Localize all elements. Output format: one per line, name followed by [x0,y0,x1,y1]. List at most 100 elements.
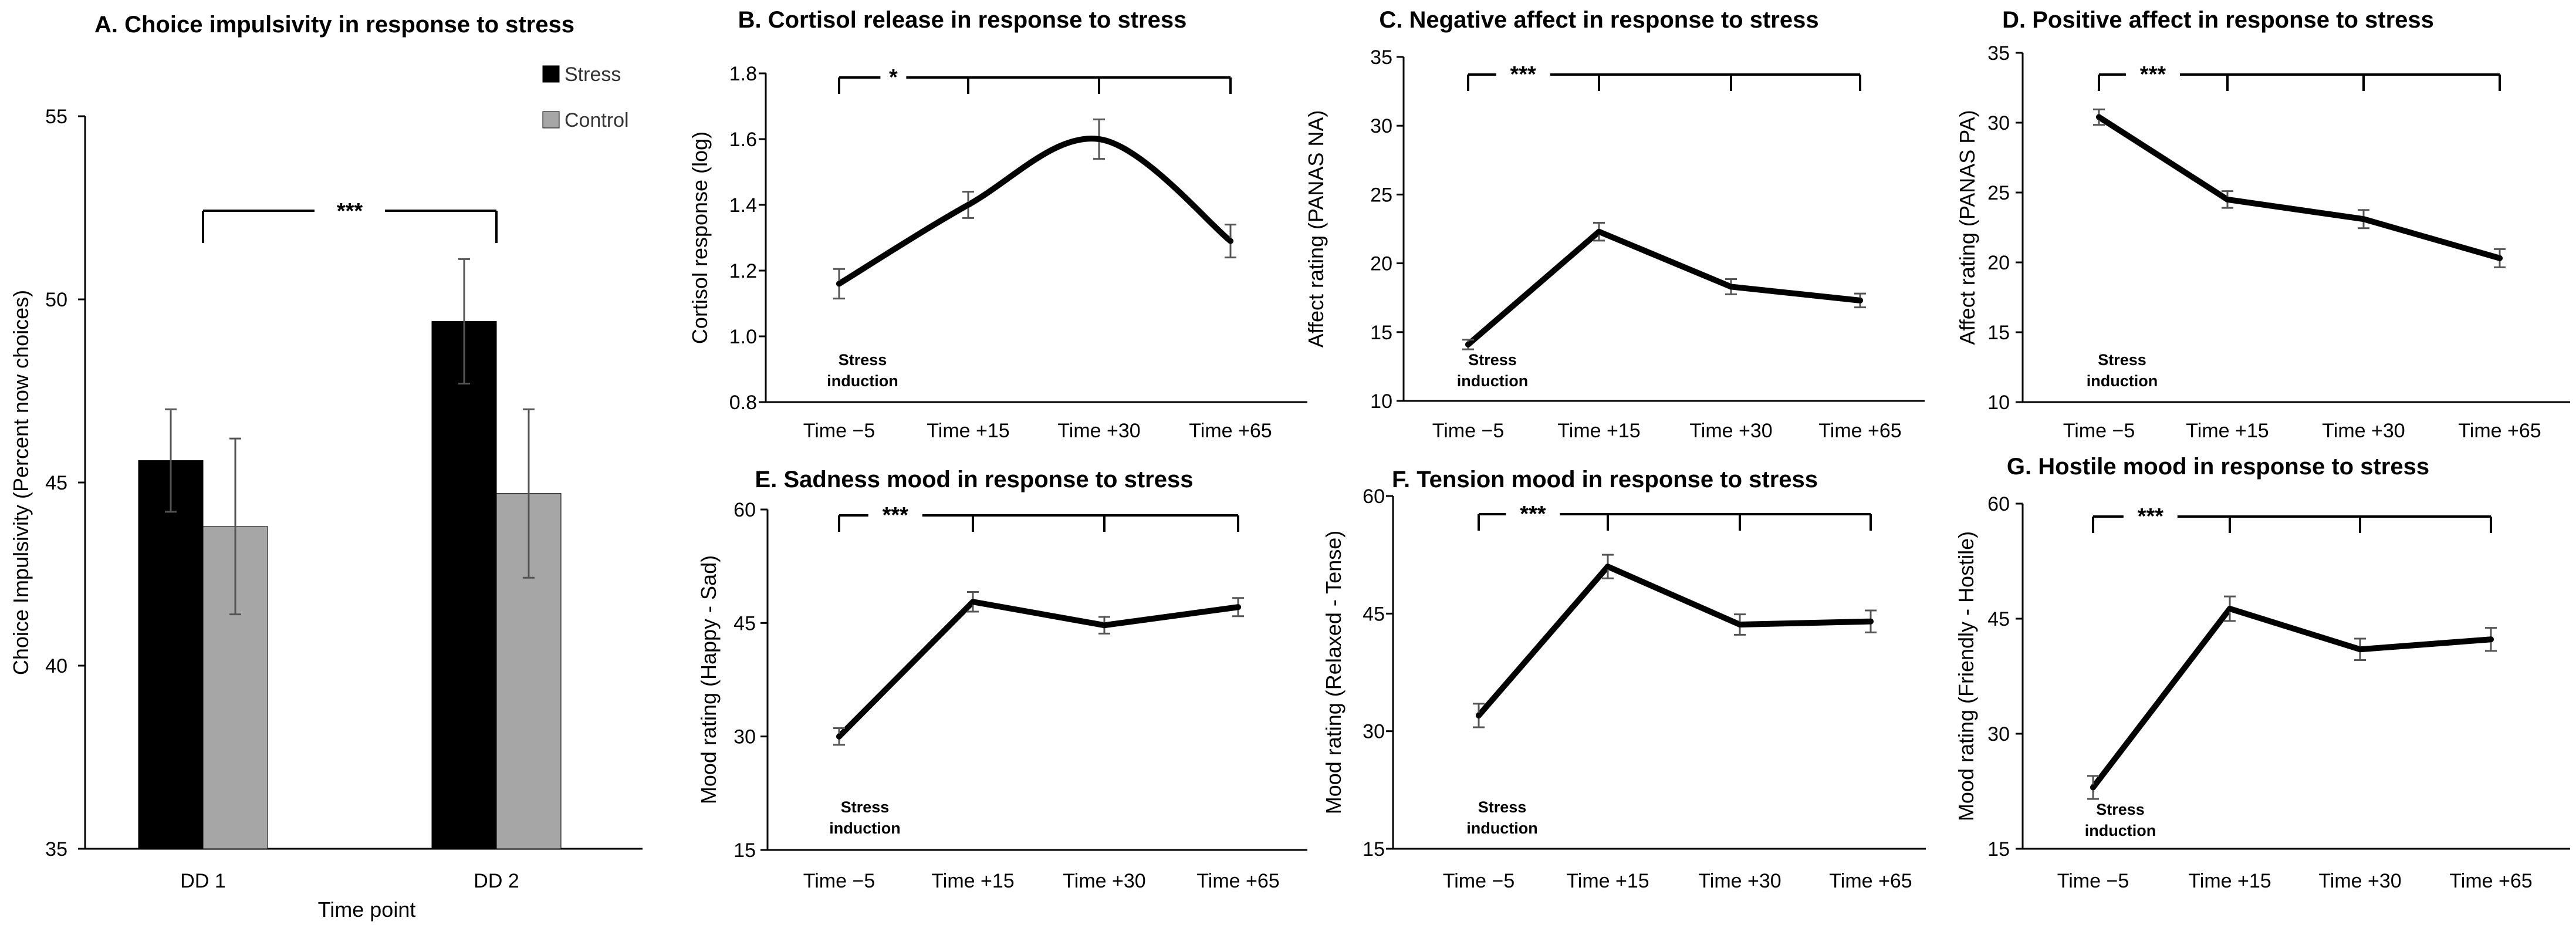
annotation-induction: induction [2087,372,2158,390]
x-tick-label: Time +65 [1818,420,1901,442]
legend-label-control: Control [564,109,629,131]
y-tick-label: 0.8 [729,392,757,414]
annotation-stress: Stress [2096,801,2145,818]
y-tick-label: 1.8 [729,63,757,85]
x-tick-label: Time +30 [1698,870,1781,892]
data-point-4 [1228,238,1233,244]
chart-title: F. Tension mood in response to stress [1392,467,1818,492]
annotation-stress: Stress [841,798,890,816]
x-tick-label: Time −5 [1432,420,1505,442]
x-tick-label: Time +30 [1063,870,1145,892]
y-tick-label: 35 [1370,46,1392,69]
x-tick-label: Time +65 [1196,870,1279,892]
annotation-induction: induction [827,372,898,390]
x-tick-label: Time −5 [803,420,875,442]
x-tick-label: DD 1 [180,870,225,892]
data-point-2 [970,599,976,605]
data-point-4 [2488,636,2494,643]
data-point-4 [1857,297,1863,303]
series-line [836,599,1241,740]
y-tick-label: 30 [1987,723,2010,745]
y-tick-label: 1.2 [729,260,757,282]
chart-title: B. Cortisol release in response to stres… [738,7,1187,33]
chart-panel-a: A. Choice impulsivity in response to str… [9,12,643,922]
data-point-2 [2225,196,2230,203]
annotation-stress: Stress [1478,798,1527,816]
y-axis-label: Mood rating (Friendly - Hostile) [1954,531,1978,821]
data-point-2 [1605,564,1611,570]
data-point-1 [2096,114,2102,120]
chart-panel-b: B. Cortisol release in response to stres… [688,7,1307,442]
x-tick-label: Time +65 [1829,870,1912,892]
x-tick-label: Time +65 [2458,420,2541,442]
x-tick-label: Time +15 [1557,420,1640,442]
bar-stress-2 [431,320,497,849]
x-axis-label: Time point [318,897,416,922]
significance-label: *** [883,503,909,528]
annotation-stress: Stress [1468,351,1517,369]
data-point-2 [1596,228,1602,235]
y-axis-label: Affect rating (PANAS NA) [1304,110,1328,348]
chart-panels: A. Choice impulsivity in response to str… [9,7,2570,922]
y-tick-label: 35 [1987,42,2010,65]
data-point-1 [1465,341,1471,347]
data-point-3 [1101,622,1107,629]
bar-stress-1 [138,460,204,849]
data-point-1 [836,733,842,740]
x-tick-label: Time +15 [927,420,1009,442]
chart-title: E. Sadness mood in response to stress [755,467,1194,492]
y-tick-label: 45 [733,612,756,635]
data-point-1 [1476,712,1482,718]
y-tick-label: 30 [1987,112,2010,134]
data-point-4 [1235,604,1241,610]
annotation-stress: Stress [2098,351,2146,369]
significance-label: * [889,65,898,90]
chart-title: D. Positive affect in response to stress [2002,7,2434,33]
y-tick-label: 35 [45,838,67,861]
data-point-3 [2357,646,2363,653]
series-line [2090,606,2494,791]
y-tick-label: 1.0 [729,326,757,348]
annotation-induction: induction [1466,819,1537,837]
annotation-induction: induction [1457,372,1528,390]
x-tick-label: Time +65 [2449,870,2532,892]
y-axis-label: Affect rating (PANAS PA) [1955,110,1979,345]
x-tick-label: Time −5 [1443,870,1515,892]
y-tick-label: 15 [1363,838,1385,861]
annotation-stress: Stress [839,351,887,369]
x-tick-label: Time +65 [1189,420,1272,442]
y-tick-label: 20 [1370,253,1392,275]
y-tick-label: 50 [45,289,67,311]
x-tick-label: Time +15 [2188,870,2271,892]
y-tick-label: 30 [733,726,756,748]
y-tick-label: 1.6 [729,129,757,151]
data-point-2 [965,202,971,208]
series-line [1465,228,1863,347]
x-tick-label: Time +30 [2322,420,2405,442]
x-tick-label: Time +15 [931,870,1014,892]
significance-label: *** [1520,502,1546,527]
y-tick-label: 45 [1987,608,2010,630]
y-tick-label: 30 [1370,115,1392,137]
y-tick-label: 60 [1363,485,1385,508]
x-tick-label: Time −5 [2057,870,2129,892]
data-point-3 [2361,216,2367,222]
y-tick-label: 25 [1370,184,1392,206]
y-tick-label: 60 [1987,493,2010,515]
significance-label: *** [1510,62,1536,87]
significance-label: *** [337,199,363,224]
y-tick-label: 45 [45,472,67,494]
chart-title: C. Negative affect in response to stress [1379,7,1818,33]
chart-title: A. Choice impulsivity in response to str… [94,12,574,38]
y-tick-label: 10 [1987,392,2010,414]
data-point-3 [1737,622,1743,628]
x-tick-label: Time +30 [1057,420,1140,442]
y-tick-label: 40 [45,655,67,677]
legend-swatch-stress [542,65,560,83]
data-point-4 [1868,618,1874,625]
y-tick-label: 25 [1987,182,2010,204]
y-tick-label: 45 [1363,603,1385,625]
series-line [2096,114,2503,261]
x-tick-label: Time +30 [2318,870,2401,892]
y-tick-label: 15 [733,839,756,862]
